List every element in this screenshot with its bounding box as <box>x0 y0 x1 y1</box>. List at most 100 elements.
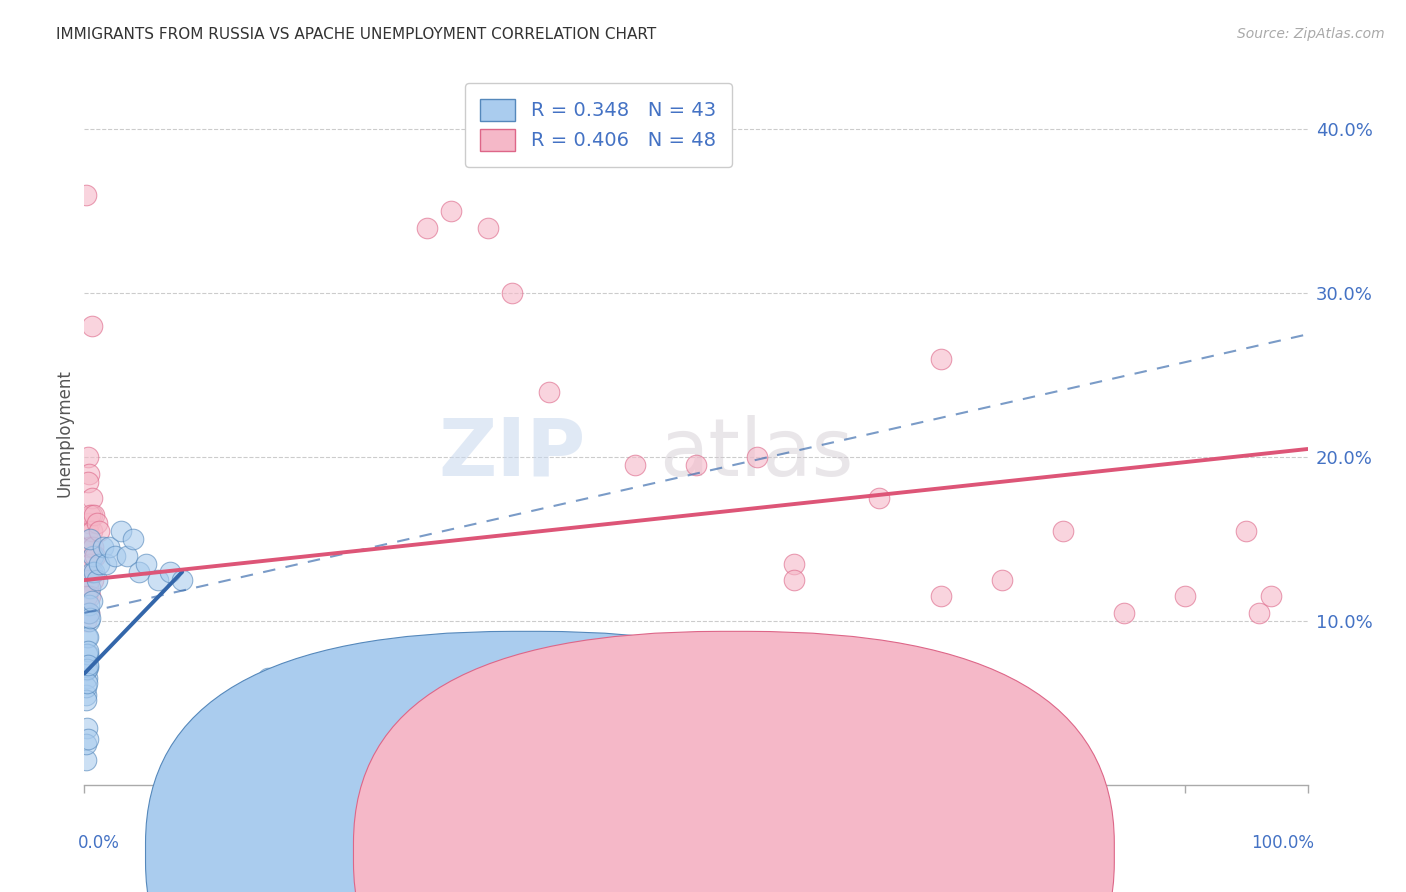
Point <box>1174 590 1197 604</box>
Point <box>1247 606 1270 620</box>
Point <box>75 692 97 706</box>
Point <box>77 643 100 657</box>
Point <box>84 549 107 563</box>
Point <box>1236 524 1258 538</box>
Point <box>82 549 104 563</box>
Point <box>79 541 101 555</box>
Point <box>1114 606 1136 620</box>
Point <box>104 549 127 563</box>
Point <box>76 676 98 690</box>
Point <box>91 541 114 555</box>
Point <box>991 573 1014 587</box>
Point <box>77 631 100 645</box>
Point <box>929 590 952 604</box>
Point <box>83 565 105 579</box>
Point <box>77 524 100 538</box>
Text: Apache: Apache <box>759 843 821 861</box>
Text: 0.0%: 0.0% <box>79 834 120 852</box>
Point <box>440 204 463 219</box>
Point <box>77 660 100 674</box>
Point <box>783 573 806 587</box>
Point <box>75 188 97 202</box>
Point <box>86 516 108 530</box>
Text: 100.0%: 100.0% <box>1251 834 1313 852</box>
Point <box>77 658 100 673</box>
Point <box>77 606 100 620</box>
Point <box>76 662 98 676</box>
FancyBboxPatch shape <box>353 632 1115 892</box>
Point <box>110 524 132 538</box>
Point <box>75 737 97 751</box>
Point <box>77 582 100 596</box>
Point <box>86 573 108 587</box>
Point <box>80 491 103 505</box>
Point <box>624 458 647 473</box>
Point <box>79 582 101 596</box>
Point <box>87 557 110 571</box>
Point <box>747 450 769 465</box>
Point <box>80 524 103 538</box>
Point <box>75 614 97 628</box>
Point <box>128 565 150 579</box>
Point <box>80 594 103 608</box>
Point <box>77 541 100 555</box>
Point <box>538 384 561 399</box>
Point <box>75 688 97 702</box>
Y-axis label: Unemployment: Unemployment <box>55 368 73 497</box>
Text: atlas: atlas <box>659 415 853 492</box>
Point <box>80 508 103 522</box>
Point <box>135 557 157 571</box>
Point <box>76 631 98 645</box>
Point <box>77 647 100 661</box>
Point <box>77 606 100 620</box>
Point <box>122 532 145 546</box>
Point <box>159 565 181 579</box>
Point <box>80 565 103 579</box>
Point <box>76 647 98 661</box>
Point <box>77 475 100 489</box>
Point <box>1052 524 1074 538</box>
Point <box>76 721 98 735</box>
Point <box>79 590 101 604</box>
Text: IMMIGRANTS FROM RUSSIA VS APACHE UNEMPLOYMENT CORRELATION CHART: IMMIGRANTS FROM RUSSIA VS APACHE UNEMPLO… <box>56 27 657 42</box>
Point <box>115 549 138 563</box>
Point <box>1260 590 1282 604</box>
Point <box>77 598 100 612</box>
Point <box>79 532 101 546</box>
Point <box>87 524 110 538</box>
Point <box>96 557 118 571</box>
Point <box>82 573 104 587</box>
Point <box>77 516 100 530</box>
Point <box>82 541 104 555</box>
Point <box>75 663 97 677</box>
Point <box>77 467 100 481</box>
Point <box>80 319 103 334</box>
Point <box>75 753 97 767</box>
Text: ZIP: ZIP <box>439 415 586 492</box>
Point <box>77 450 100 465</box>
Point <box>257 672 280 686</box>
Point <box>477 220 499 235</box>
Point <box>783 557 806 571</box>
Point <box>83 508 105 522</box>
Point <box>97 541 120 555</box>
Legend: R = 0.348   N = 43, R = 0.406   N = 48: R = 0.348 N = 43, R = 0.406 N = 48 <box>465 83 731 167</box>
Point <box>502 286 524 301</box>
Point <box>929 351 952 366</box>
Point <box>172 573 194 587</box>
Text: Source: ZipAtlas.com: Source: ZipAtlas.com <box>1237 27 1385 41</box>
Point <box>77 606 100 620</box>
Point <box>76 565 98 579</box>
Point <box>75 680 97 694</box>
Point <box>146 573 169 587</box>
Point <box>76 672 98 686</box>
Text: Immigrants from Russia: Immigrants from Russia <box>551 843 749 861</box>
Point <box>76 590 98 604</box>
Point <box>79 557 101 571</box>
Point <box>79 611 101 625</box>
Point <box>77 614 100 628</box>
Point <box>79 508 101 522</box>
Point <box>416 220 439 235</box>
Point <box>77 732 100 747</box>
Point <box>685 458 707 473</box>
